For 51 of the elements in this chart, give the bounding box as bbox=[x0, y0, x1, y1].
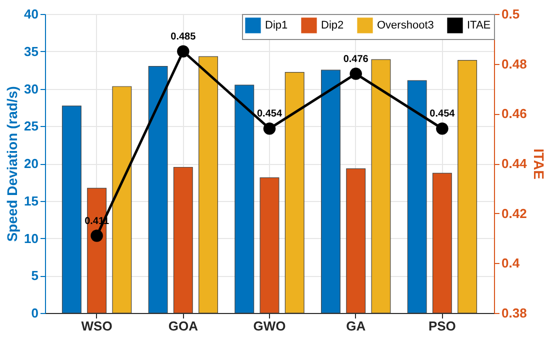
point bbox=[177, 45, 190, 58]
bar bbox=[284, 72, 304, 314]
y2-tick-label: 0.46 bbox=[502, 106, 527, 122]
y2-axis-title: ITAE bbox=[530, 148, 547, 180]
legend-label: Dip2 bbox=[321, 19, 344, 32]
y2-tick-label: 0.4 bbox=[502, 256, 520, 271]
bar bbox=[148, 66, 168, 314]
x-tick-label: PSO bbox=[428, 318, 456, 334]
y-tick-label: 15 bbox=[24, 193, 38, 208]
bar bbox=[458, 60, 478, 314]
bar bbox=[234, 84, 254, 314]
y-tick-label: 35 bbox=[24, 44, 38, 59]
point bbox=[90, 230, 103, 242]
bar bbox=[407, 80, 427, 314]
bar bbox=[260, 177, 280, 314]
point bbox=[350, 68, 362, 80]
bar bbox=[173, 166, 193, 314]
y2-tick-label: 0.42 bbox=[502, 206, 527, 221]
y-tick-label: 20 bbox=[24, 156, 38, 171]
y-tick-label: 25 bbox=[24, 118, 38, 134]
y2-tick-label: 0.44 bbox=[502, 156, 528, 171]
y2-tick-label: 0.38 bbox=[502, 306, 527, 320]
legend-label: ITAE bbox=[467, 19, 491, 32]
bar bbox=[198, 56, 218, 314]
data-label: 0.476 bbox=[343, 54, 369, 65]
data-label: 0.454 bbox=[430, 108, 456, 120]
y-tick-label: 10 bbox=[24, 230, 38, 246]
x-tick-label: WSO bbox=[81, 318, 112, 334]
y2-tick-label: 0.5 bbox=[502, 6, 520, 22]
y-tick-label: 40 bbox=[24, 6, 38, 22]
bar bbox=[432, 172, 452, 314]
legend-label: Overshoot3 bbox=[377, 19, 434, 32]
point bbox=[436, 122, 448, 135]
data-label: 0.485 bbox=[170, 31, 196, 42]
x-tick-label: GOA bbox=[168, 318, 199, 334]
point bbox=[263, 122, 276, 135]
y-tick-label: 0 bbox=[31, 306, 38, 320]
y-tick-label: 5 bbox=[31, 268, 38, 284]
bar bbox=[112, 86, 132, 314]
bar bbox=[321, 70, 340, 314]
bar bbox=[371, 59, 391, 314]
x-tick-label: GA bbox=[346, 318, 366, 334]
bar bbox=[87, 188, 107, 314]
y-axis-title: Speed Deviation (rad/s) bbox=[4, 86, 20, 242]
bar bbox=[346, 168, 366, 314]
x-tick-label: GWO bbox=[253, 318, 286, 334]
legend-label: Dip1 bbox=[265, 19, 288, 32]
bar bbox=[62, 106, 82, 314]
y2-tick-label: 0.48 bbox=[502, 56, 527, 72]
data-label: 0.454 bbox=[256, 108, 282, 120]
y-tick-label: 30 bbox=[24, 81, 38, 96]
